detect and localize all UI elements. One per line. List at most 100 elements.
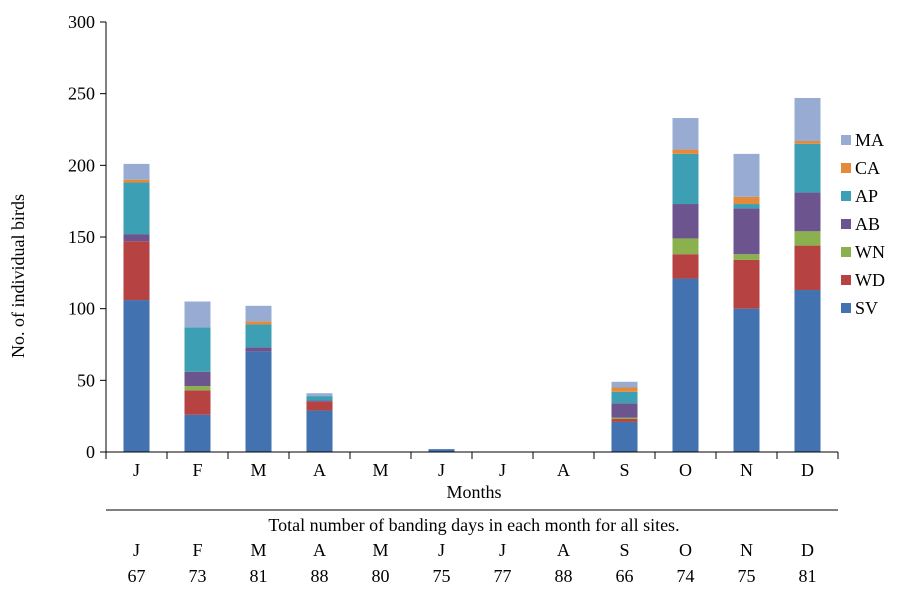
y-tick-label-0: 0 [86, 442, 95, 462]
y-tick-label-300: 300 [68, 12, 95, 32]
banding-days-5: 75 [433, 566, 451, 586]
bar-segment-wd-0 [123, 241, 150, 301]
bar-segment-sv-0 [123, 300, 150, 452]
banding-days-8: 66 [616, 566, 634, 586]
legend-swatch-ma [841, 135, 851, 145]
bar-segment-wd-9 [672, 254, 699, 279]
legend-swatch-wd [841, 275, 851, 285]
banding-days-1: 73 [189, 566, 207, 586]
banding-month-4: M [372, 540, 388, 560]
banding-days-0: 67 [128, 566, 146, 586]
legend-swatch-ap [841, 191, 851, 201]
legend-label-ca: CA [855, 158, 880, 178]
legend-label-ab: AB [855, 214, 880, 234]
bar-segment-sv-3 [306, 410, 333, 452]
x-tick-label-5: J [438, 460, 445, 480]
bar-segment-sv-10 [733, 308, 760, 452]
y-tick-label-50: 50 [77, 370, 95, 390]
legend-label-wd: WD [855, 270, 885, 290]
bar-segment-ab-2 [245, 347, 272, 352]
legend-label-sv: SV [855, 298, 878, 318]
bar-segment-ca-9 [672, 149, 699, 154]
legend-label-ap: AP [855, 186, 878, 206]
banding-days-3: 88 [311, 566, 329, 586]
banding-days-7: 88 [555, 566, 573, 586]
bar-segment-ab-3 [306, 400, 333, 402]
bar-segment-ca-10 [733, 196, 760, 205]
banding-days-11: 81 [799, 566, 817, 586]
banding-month-2: M [250, 540, 266, 560]
bar-segment-ab-9 [672, 204, 699, 239]
bars-layer [123, 97, 821, 452]
x-tick-label-0: J [133, 460, 140, 480]
bar-segment-wd-3 [306, 401, 333, 411]
legend-swatch-ca [841, 163, 851, 173]
bar-segment-ma-2 [245, 305, 272, 322]
banding-days-table: J 67 F 73 M 81 A 88 M 80 J 75 J 77 A 88 S 66 O 74 N 75 D 81 [128, 540, 817, 586]
banding-days-2: 81 [250, 566, 268, 586]
legend-swatch-ab [841, 219, 851, 229]
bar-segment-ab-10 [733, 208, 760, 255]
banding-days-4: 80 [372, 566, 390, 586]
bar-segment-ap-0 [123, 182, 150, 235]
bar-segment-wn-10 [733, 254, 760, 260]
legend-swatch-wn [841, 247, 851, 257]
legend-label-wn: WN [855, 242, 885, 262]
bar-segment-sv-1 [184, 414, 211, 452]
bar-segment-wd-11 [794, 245, 821, 291]
x-tick-label-10: N [740, 460, 753, 480]
x-tick-label-6: J [499, 460, 506, 480]
bar-segment-ap-10 [733, 204, 760, 209]
banding-month-3: A [313, 540, 326, 560]
banding-days-caption: Total number of banding days in each mon… [268, 515, 679, 535]
banding-month-7: A [557, 540, 570, 560]
legend-swatch-sv [841, 303, 851, 313]
banding-days-9: 74 [677, 566, 695, 586]
y-tick-label-100: 100 [68, 299, 95, 319]
banding-month-1: F [192, 540, 202, 560]
bar-segment-ab-11 [794, 192, 821, 232]
bar-segment-sv-5 [428, 449, 455, 452]
x-tick-label-1: F [192, 460, 202, 480]
bar-segment-ca-8 [611, 387, 638, 392]
bar-segment-wn-9 [672, 238, 699, 255]
y-tick-label-150: 150 [68, 227, 95, 247]
bar-segment-ab-8 [611, 403, 638, 418]
bar-segment-ab-1 [184, 371, 211, 387]
bar-segment-ca-11 [794, 140, 821, 144]
bar-segment-ap-11 [794, 143, 821, 193]
banding-month-11: D [801, 540, 814, 560]
bar-segment-sv-2 [245, 351, 272, 452]
x-tick-label-8: S [619, 460, 629, 480]
bar-segment-ma-9 [672, 118, 699, 150]
x-tick-label-2: M [250, 460, 266, 480]
banding-month-5: J [438, 540, 445, 560]
y-tick-label-200: 200 [68, 155, 95, 175]
bar-segment-ma-11 [794, 97, 821, 141]
x-tick-label-4: M [372, 460, 388, 480]
legend: MA CA AP AB WN WD SV [841, 130, 885, 318]
bar-segment-ap-8 [611, 391, 638, 404]
banding-month-6: J [499, 540, 506, 560]
x-axis-title: Months [446, 482, 501, 502]
bar-segment-wn-8 [611, 417, 638, 420]
bar-segment-ma-8 [611, 381, 638, 388]
bar-segment-sv-8 [611, 421, 638, 452]
banding-days-10: 75 [738, 566, 756, 586]
bar-segment-ap-9 [672, 153, 699, 205]
bar-segment-ma-0 [123, 163, 150, 180]
bar-segment-ca-0 [123, 179, 150, 183]
bar-segment-ca-2 [245, 321, 272, 325]
bar-segment-ap-2 [245, 324, 272, 348]
bar-segment-wn-11 [794, 231, 821, 246]
y-axis-title: No. of individual birds [8, 194, 28, 358]
bar-segment-ma-3 [306, 393, 333, 397]
bar-segment-wd-10 [733, 259, 760, 309]
axes-layer [105, 22, 838, 453]
banding-month-10: N [740, 540, 753, 560]
bar-segment-sv-11 [794, 290, 821, 452]
bar-segment-ma-1 [184, 301, 211, 328]
bar-segment-ap-1 [184, 327, 211, 372]
bar-segment-wn-1 [184, 386, 211, 391]
